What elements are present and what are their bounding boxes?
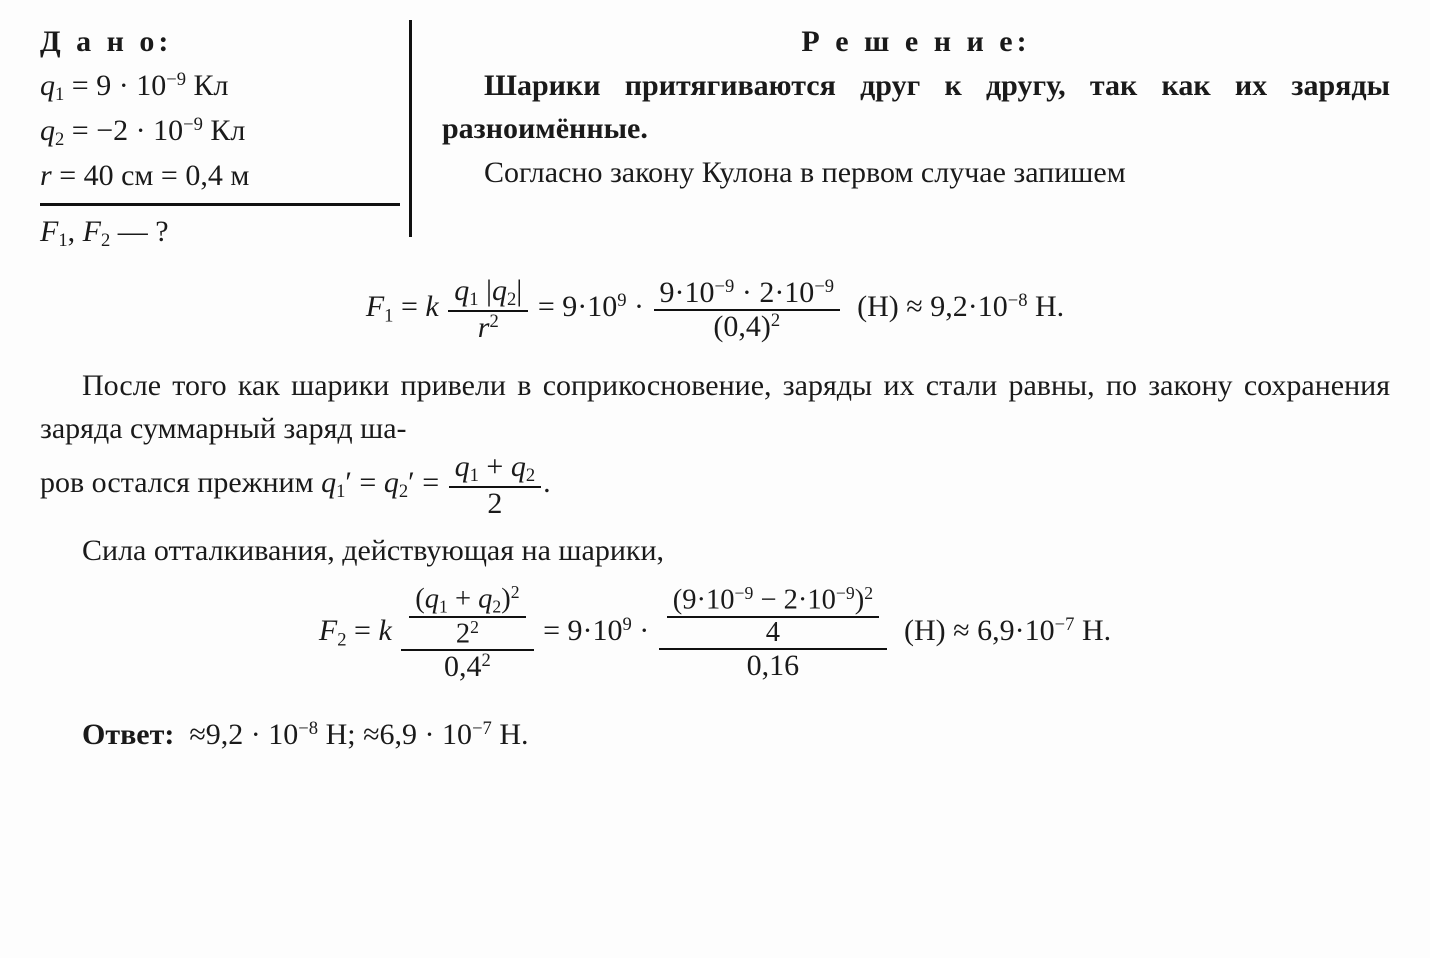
top-block: Д а н о: q1 = 9 · 10−9 Кл q2 = −2 · 10−9… [40,20,1390,255]
solution-p1: Шарики притягиваются друг к другу, так к… [442,64,1390,151]
given-title: Д а н о: [40,20,400,64]
paragraph-3a: После того как шарики привели в соприкос… [40,364,1390,451]
horizontal-rule [40,203,400,206]
paragraph-3b: ров остался прежним q1′ = q2′ = q1 + q2 … [40,451,1390,519]
answer-line: Ответ: ≈9,2 · 10−8 Н; ≈6,9 · 10−7 Н. [40,713,1390,757]
answer-label: Ответ: [82,718,174,751]
given-q1: q1 = 9 · 10−9 Кл [40,64,400,109]
given-block: Д а н о: q1 = 9 · 10−9 Кл q2 = −2 · 10−9… [40,20,412,255]
given-find: F1, F2 — ? [40,210,400,255]
page: Д а н о: q1 = 9 · 10−9 Кл q2 = −2 · 10−9… [0,0,1430,958]
solution-title: Р е ш е н и е: [442,20,1390,64]
paragraph-4: Сила отталкивания, действующая на шарики… [40,529,1390,573]
vertical-rule [409,20,412,237]
solution-p2: Согласно закону Кулона в первом случае з… [442,151,1390,195]
equation-2: F2 = k (q1 + q2)2 22 0,42 = 9·109 · (9·1… [40,583,1390,684]
given-q2: q2 = −2 · 10−9 Кл [40,109,400,154]
given-r: r = 40 см = 0,4 м [40,154,400,198]
solution-block: Р е ш е н и е: Шарики притягиваются друг… [412,20,1390,255]
equation-1: F1 = k q1 |q2| r2 = 9·109 · 9·10−9 · 2·1… [40,275,1390,343]
